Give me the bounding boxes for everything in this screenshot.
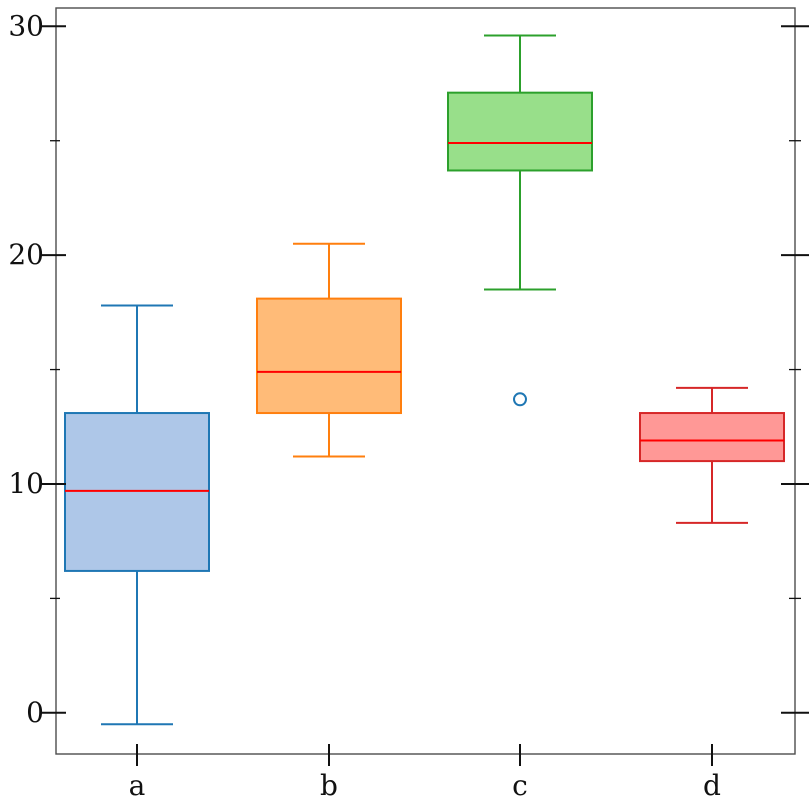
plot-area [64,34,785,726]
x-tick-label: d [703,769,721,802]
box-series-a [64,304,210,726]
box-iqr [64,412,210,572]
box-iqr [639,412,785,463]
box-series-b [256,242,402,458]
y-tick-label: 0 [26,696,44,729]
y-tick-label: 10 [8,467,44,500]
plot-frame [55,7,796,755]
y-tick-label: 30 [8,9,44,42]
x-tick-label: b [320,769,338,802]
axes: 0 10 20 30 a b c d [8,7,809,802]
x-tick-label: a [129,769,146,802]
y-tick-label: 20 [8,238,44,271]
box-iqr [447,91,593,172]
x-tick-label: c [512,769,528,802]
box-iqr [256,297,402,415]
outlier-point [513,392,527,407]
box-series-c [447,34,593,407]
box-series-d [639,386,785,524]
